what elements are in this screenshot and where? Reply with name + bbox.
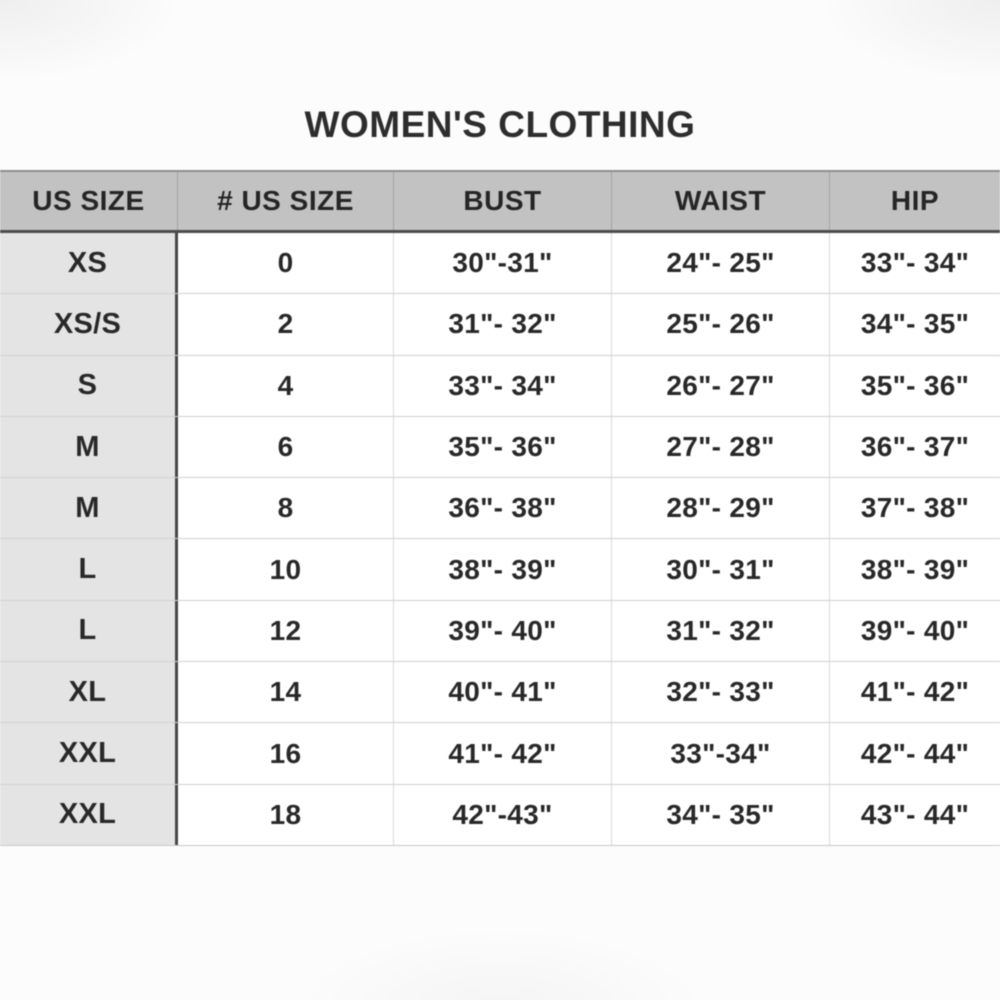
column-header-num-size: # US SIZE [178, 172, 394, 230]
cell-waist: 30"- 31" [612, 539, 830, 600]
column-header-bust: BUST [394, 172, 612, 230]
cell-hip: 36"- 37" [860, 431, 970, 463]
cell-bust: 31"- 32" [394, 294, 612, 355]
cell-hip: 39"- 40" [860, 614, 970, 646]
cell-num-size: 4 [178, 355, 394, 416]
cell-hip: 37"- 38" [860, 492, 970, 524]
cell-num-size: 6 [178, 416, 394, 478]
cell-bust: 39"- 40" [394, 600, 612, 662]
cell-waist: 26"- 27" [612, 355, 830, 416]
size-chart-table: US SIZE # US SIZE BUST WAIST HIP XS 0 30"-… [0, 170, 1000, 846]
cell-us-size: L [0, 539, 178, 600]
table-row: XS/S 2 31"- 32" 25"- 26" 34"- 35" [0, 294, 1000, 356]
cell-num-size: 18 [178, 784, 394, 845]
cell-hip: 35"- 36" [860, 369, 970, 401]
table-row: XXL 16 41"- 42" 33"-34" 42"- 44" [0, 723, 1000, 785]
table-row: L 10 38"- 39" 30"- 31" 38"- 39" [0, 539, 1000, 601]
page-title: WOMEN'S CLOTHING [304, 104, 696, 145]
cell-bust: 35"- 36" [394, 416, 612, 478]
cell-waist: 25"- 26" [612, 294, 830, 355]
table-row: M 8 36"- 38" 28"- 29" 37"- 38" [0, 478, 1000, 540]
cell-us-size: XXL [0, 784, 178, 845]
cell-us-size: M [0, 416, 178, 478]
table-row: S 4 33"- 34" 26"- 27" 35"- 36" [0, 355, 1000, 417]
cell-us-size: M [0, 478, 178, 539]
cell-num-size: 14 [178, 662, 394, 723]
cell-hip: 41"- 42" [860, 676, 970, 708]
cell-us-size: XS/S [0, 294, 178, 355]
cell-waist: 27"- 28" [612, 416, 830, 478]
cell-us-size: XXL [0, 723, 178, 784]
cell-num-size: 2 [178, 294, 394, 355]
cell-hip: 43"- 44" [860, 798, 970, 830]
column-header-hip: HIP [890, 185, 940, 216]
table-row: XXL 18 42"-43" 34"- 35" 43"- 44" [0, 784, 1000, 846]
cell-waist: 24"- 25" [612, 233, 830, 294]
cell-waist: 34"- 35" [612, 784, 830, 845]
cell-bust: 42"-43" [394, 784, 612, 845]
cell-hip: 33"- 34" [860, 247, 970, 279]
table-body: XS 0 30"-31" 24"- 25" 33"- 34" XS/S 2 31"- 32" 2… [0, 233, 1000, 846]
cell-bust: 36"- 38" [394, 478, 612, 539]
cell-waist: 28"- 29" [612, 478, 830, 539]
table-header-row: US SIZE # US SIZE BUST WAIST HIP [0, 170, 1000, 233]
column-header-us-size: US SIZE [0, 172, 178, 230]
cell-us-size: L [0, 600, 178, 662]
table-row: XS 0 30"-31" 24"- 25" 33"- 34" [0, 233, 1000, 295]
cell-hip: 42"- 44" [860, 737, 970, 769]
table-row: M 6 35"- 36" 27"- 28" 36"- 37" [0, 416, 1000, 479]
cell-us-size: XL [0, 662, 178, 723]
cell-num-size: 0 [178, 233, 394, 294]
cell-bust: 38"- 39" [394, 539, 612, 600]
column-header-waist: WAIST [612, 172, 830, 230]
table-row: XL 14 40"- 41" 32"- 33" 41"- 42" [0, 662, 1000, 724]
table-row: L 12 39"- 40" 31"- 32" 39"- 40" [0, 600, 1000, 663]
cell-hip: 38"- 39" [860, 553, 970, 585]
cell-hip: 34"- 35" [860, 308, 970, 340]
cell-bust: 41"- 42" [394, 723, 612, 784]
cell-num-size: 16 [178, 723, 394, 784]
cell-waist: 31"- 32" [612, 600, 830, 662]
cell-num-size: 10 [178, 539, 394, 600]
cell-waist: 33"-34" [612, 723, 830, 784]
cell-bust: 30"-31" [394, 233, 612, 294]
cell-num-size: 12 [178, 600, 394, 662]
cell-us-size: S [0, 355, 178, 416]
cell-num-size: 8 [178, 478, 394, 539]
cell-bust: 33"- 34" [394, 355, 612, 416]
cell-waist: 32"- 33" [612, 662, 830, 723]
cell-bust: 40"- 41" [394, 662, 612, 723]
cell-us-size: XS [0, 233, 178, 294]
